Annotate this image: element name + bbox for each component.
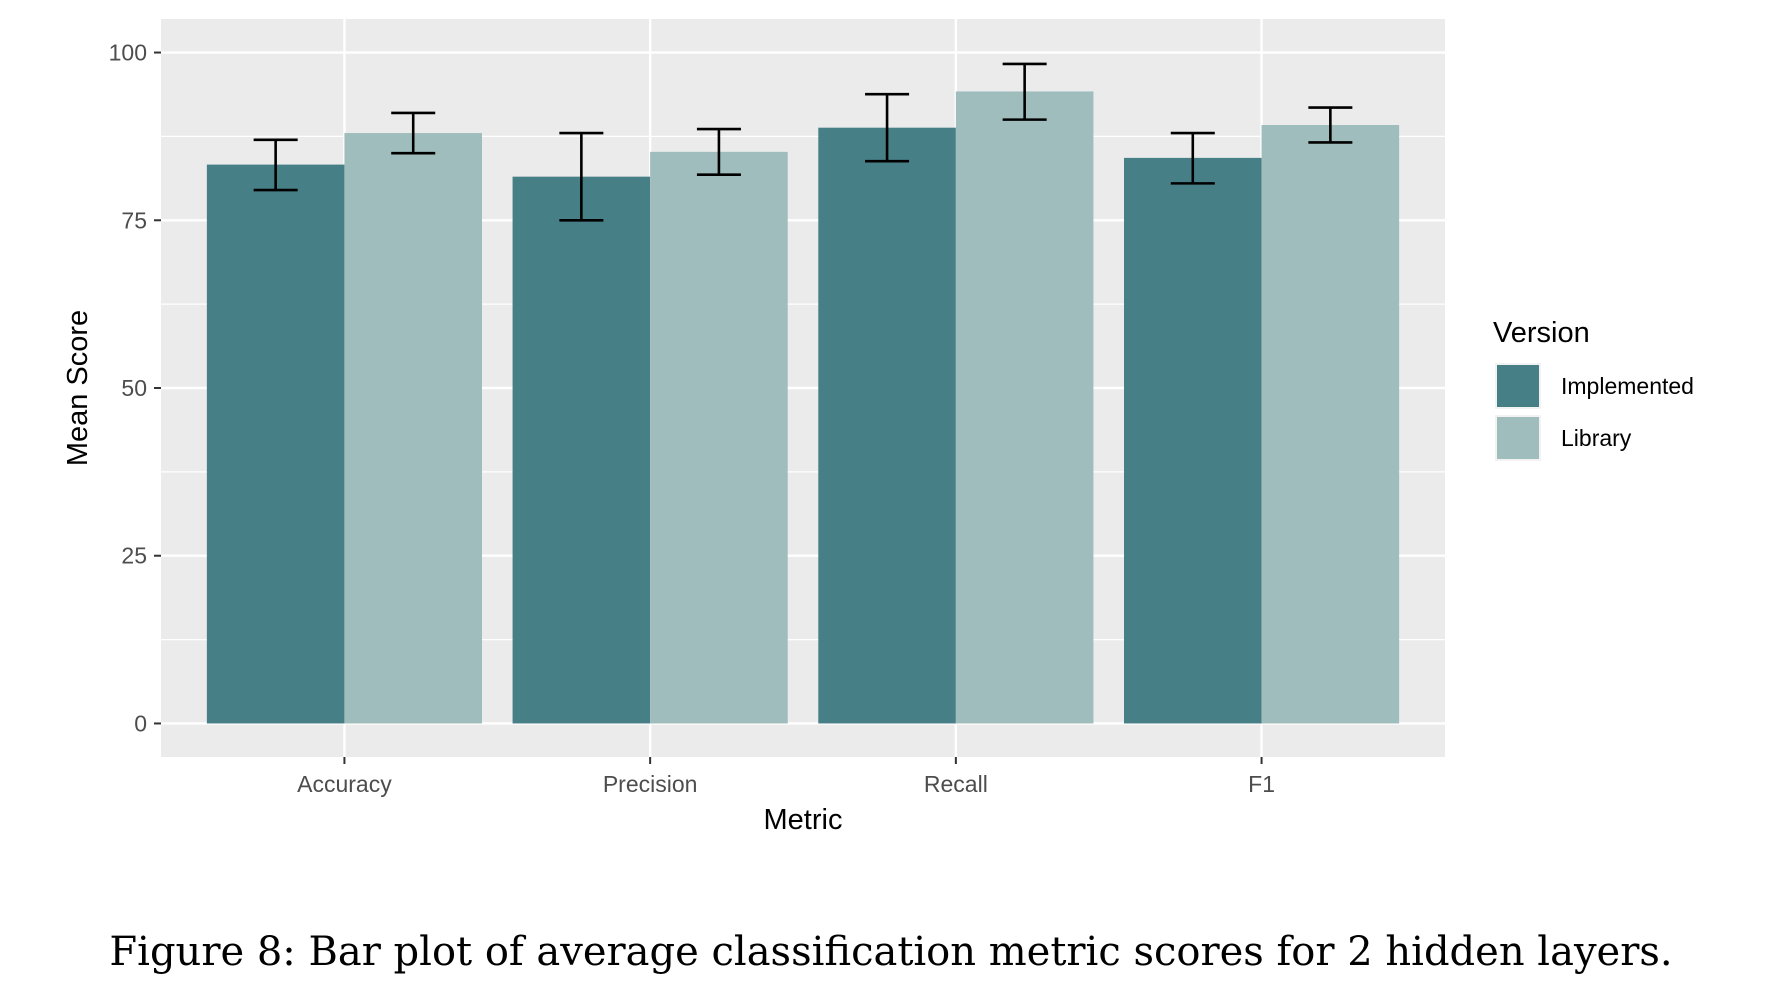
bars [206,91,1400,724]
legend-swatch-implemented [1497,365,1539,407]
y-tick-label: 100 [109,40,147,66]
legend-swatch-library [1497,417,1539,459]
bar-implemented-recall [818,127,956,724]
error-bar-implemented-precision [559,131,604,222]
error-bar-implemented-accuracy [253,138,298,192]
bar-library-recall [955,91,1094,724]
x-axis-title: Metric [764,804,843,836]
y-tick-label: 0 [134,710,147,736]
x-tick-label-accuracy: Accuracy [297,771,392,797]
bar-library-f1 [1261,125,1400,724]
error-bar-library-precision [696,127,741,176]
legend: Version Implemented Library [1493,317,1694,461]
x-axis: Accuracy Precision Recall F1 [297,757,1275,797]
y-axis: 0 25 50 75 100 [109,40,161,736]
bar-library-precision [650,151,788,724]
bar-implemented-precision [512,176,651,724]
y-tick-label: 50 [121,375,147,401]
error-bar-implemented-f1 [1170,131,1215,185]
figure-caption: Figure 8: Bar plot of average classifica… [109,929,1672,975]
legend-label-implemented: Implemented [1561,373,1694,399]
error-bar-implemented-recall [865,92,910,163]
error-bar-library-accuracy [391,111,436,155]
x-tick-label-recall: Recall [924,771,988,797]
bar-implemented-accuracy [206,164,345,724]
y-tick-label: 25 [121,543,147,569]
y-axis-title: Mean Score [62,310,94,466]
x-tick-label-f1: F1 [1248,771,1275,797]
error-bar-library-recall [1002,62,1047,121]
error-bars [253,62,1353,222]
legend-label-library: Library [1561,425,1632,451]
bar-implemented-f1 [1124,157,1262,724]
x-tick-label-precision: Precision [603,771,698,797]
error-bar-library-f1 [1308,106,1353,144]
legend-title: Version [1493,317,1590,349]
bar-library-accuracy [344,133,482,724]
y-tick-label: 75 [121,207,147,233]
